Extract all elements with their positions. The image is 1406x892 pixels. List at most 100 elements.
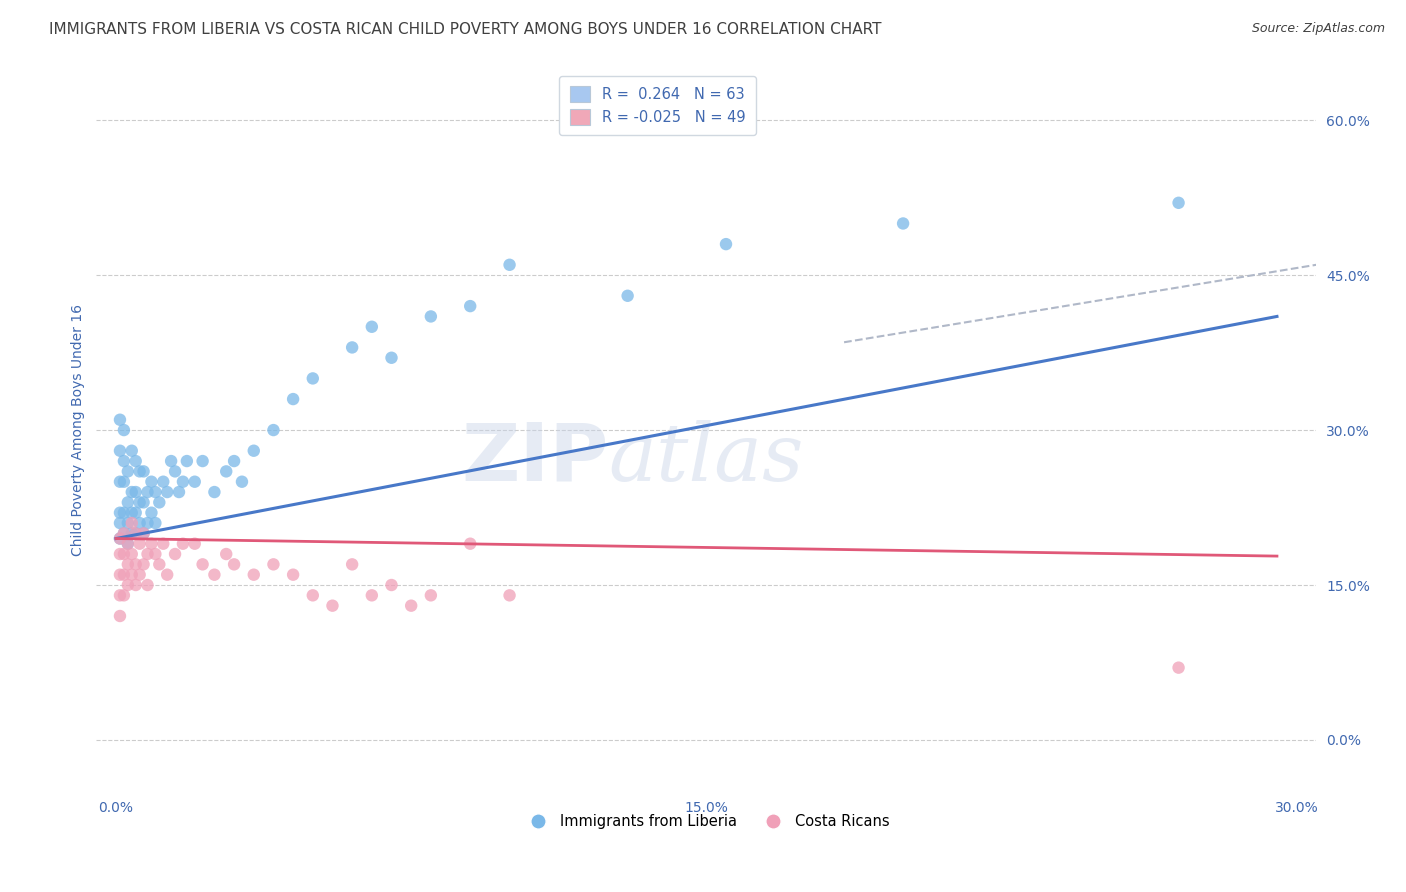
Point bbox=[222, 454, 245, 468]
Point bbox=[340, 558, 363, 572]
Point bbox=[121, 526, 143, 541]
Point bbox=[222, 558, 245, 572]
Point bbox=[202, 567, 225, 582]
Point bbox=[360, 319, 382, 334]
Point bbox=[132, 526, 155, 541]
Point bbox=[399, 599, 422, 613]
Point bbox=[176, 454, 198, 468]
Point bbox=[360, 588, 382, 602]
Point bbox=[380, 578, 402, 592]
Point bbox=[125, 506, 148, 520]
Point bbox=[117, 464, 139, 478]
Point bbox=[112, 506, 135, 520]
Point bbox=[141, 475, 163, 489]
Point bbox=[152, 537, 174, 551]
Point bbox=[184, 537, 207, 551]
Point bbox=[125, 454, 148, 468]
Point bbox=[112, 588, 135, 602]
Point bbox=[281, 392, 304, 406]
Point bbox=[121, 443, 143, 458]
Point bbox=[1167, 660, 1189, 674]
Point bbox=[136, 485, 159, 500]
Point bbox=[231, 475, 253, 489]
Point bbox=[108, 516, 131, 530]
Point bbox=[128, 537, 150, 551]
Point bbox=[112, 547, 135, 561]
Point bbox=[281, 567, 304, 582]
Point bbox=[191, 454, 214, 468]
Point bbox=[136, 578, 159, 592]
Point bbox=[242, 443, 264, 458]
Point bbox=[714, 237, 737, 252]
Point bbox=[128, 464, 150, 478]
Point bbox=[125, 526, 148, 541]
Point bbox=[172, 537, 194, 551]
Point bbox=[108, 413, 131, 427]
Point bbox=[108, 532, 131, 546]
Point bbox=[1167, 195, 1189, 210]
Point bbox=[458, 537, 481, 551]
Point bbox=[321, 599, 343, 613]
Point bbox=[215, 464, 238, 478]
Point bbox=[121, 506, 143, 520]
Point bbox=[117, 537, 139, 551]
Point bbox=[108, 547, 131, 561]
Point bbox=[132, 526, 155, 541]
Point bbox=[112, 475, 135, 489]
Point bbox=[128, 495, 150, 509]
Point bbox=[108, 588, 131, 602]
Point bbox=[145, 485, 167, 500]
Point bbox=[136, 516, 159, 530]
Point bbox=[121, 547, 143, 561]
Point bbox=[145, 547, 167, 561]
Point bbox=[156, 567, 179, 582]
Point bbox=[125, 578, 148, 592]
Point bbox=[136, 547, 159, 561]
Point bbox=[419, 310, 441, 324]
Point bbox=[108, 506, 131, 520]
Point bbox=[108, 443, 131, 458]
Point bbox=[128, 567, 150, 582]
Point bbox=[498, 588, 520, 602]
Point bbox=[132, 464, 155, 478]
Y-axis label: Child Poverty Among Boys Under 16: Child Poverty Among Boys Under 16 bbox=[72, 304, 86, 556]
Point bbox=[112, 526, 135, 541]
Point bbox=[108, 609, 131, 624]
Point bbox=[117, 578, 139, 592]
Point bbox=[112, 454, 135, 468]
Point bbox=[301, 588, 323, 602]
Point bbox=[148, 495, 170, 509]
Point bbox=[132, 558, 155, 572]
Point bbox=[112, 526, 135, 541]
Point bbox=[152, 475, 174, 489]
Point bbox=[262, 423, 284, 437]
Point bbox=[160, 454, 183, 468]
Legend: Immigrants from Liberia, Costa Ricans: Immigrants from Liberia, Costa Ricans bbox=[517, 808, 896, 835]
Point bbox=[117, 495, 139, 509]
Point bbox=[125, 526, 148, 541]
Text: ZIP: ZIP bbox=[461, 420, 609, 498]
Point bbox=[301, 371, 323, 385]
Point bbox=[108, 567, 131, 582]
Point bbox=[262, 558, 284, 572]
Point bbox=[141, 537, 163, 551]
Point bbox=[498, 258, 520, 272]
Point bbox=[132, 495, 155, 509]
Point bbox=[340, 340, 363, 354]
Text: atlas: atlas bbox=[609, 420, 804, 498]
Point bbox=[125, 485, 148, 500]
Text: IMMIGRANTS FROM LIBERIA VS COSTA RICAN CHILD POVERTY AMONG BOYS UNDER 16 CORRELA: IMMIGRANTS FROM LIBERIA VS COSTA RICAN C… bbox=[49, 22, 882, 37]
Point bbox=[242, 567, 264, 582]
Point bbox=[141, 506, 163, 520]
Point bbox=[108, 532, 131, 546]
Point bbox=[121, 485, 143, 500]
Point bbox=[125, 558, 148, 572]
Point bbox=[108, 475, 131, 489]
Point bbox=[117, 537, 139, 551]
Point bbox=[616, 289, 638, 303]
Text: Source: ZipAtlas.com: Source: ZipAtlas.com bbox=[1251, 22, 1385, 36]
Point bbox=[165, 547, 187, 561]
Point bbox=[215, 547, 238, 561]
Point bbox=[184, 475, 207, 489]
Point bbox=[145, 516, 167, 530]
